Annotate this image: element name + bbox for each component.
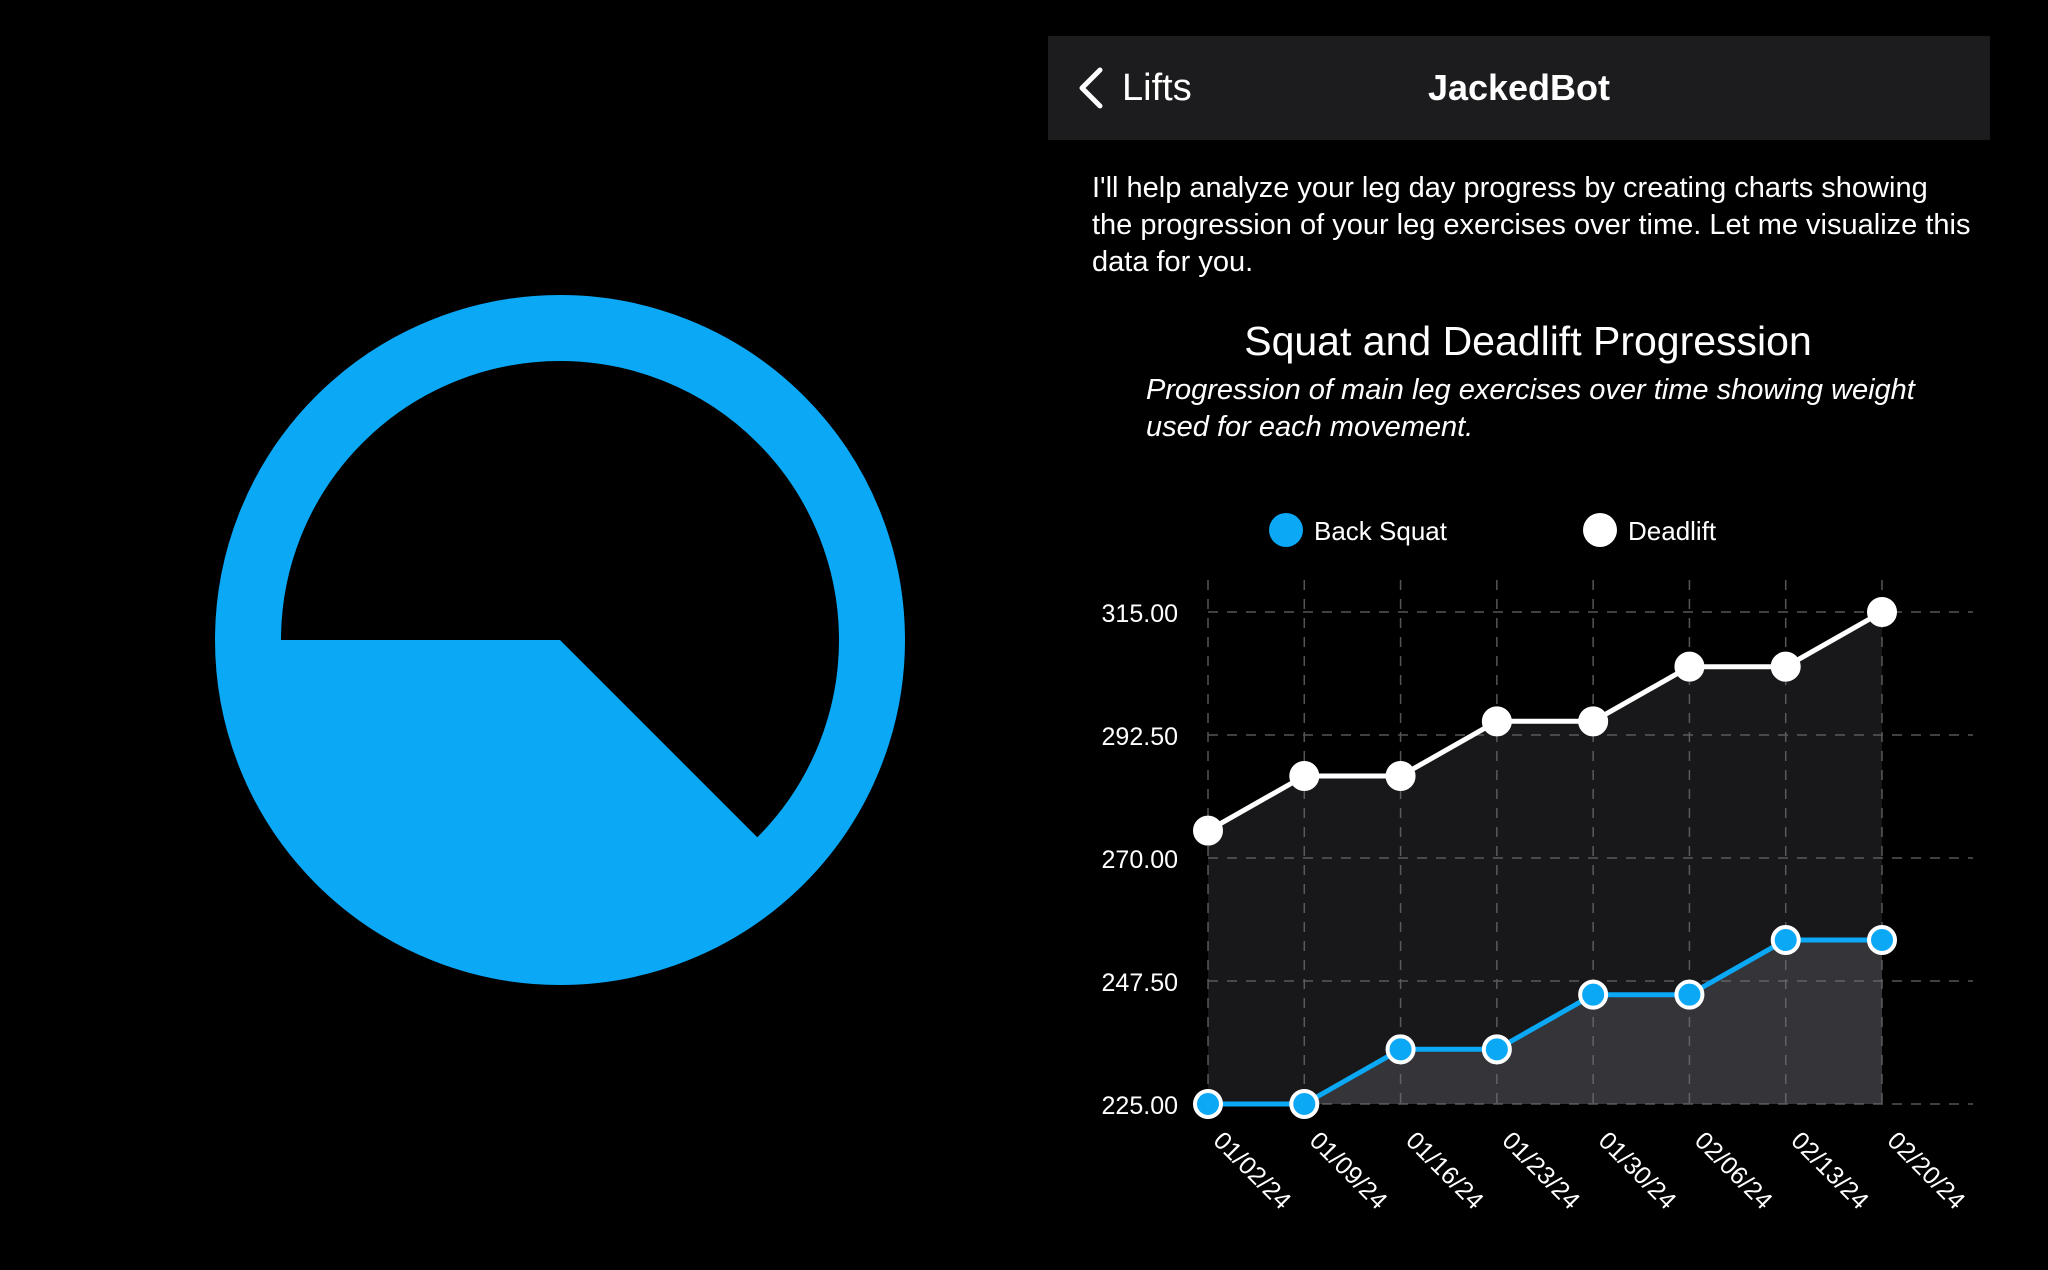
x-tick-label: 02/20/24: [1882, 1126, 1971, 1215]
x-tick-label: 02/13/24: [1785, 1126, 1874, 1215]
series-line-1: [1206, 609, 1884, 833]
data-point: [1770, 651, 1801, 682]
chevron-left-icon: [1079, 67, 1103, 109]
gauge-fill: [248, 640, 781, 952]
legend-label: Back Squat: [1314, 516, 1448, 546]
data-point: [1674, 979, 1705, 1010]
data-point: [1578, 706, 1609, 737]
page-title: JackedBot: [1427, 67, 1611, 108]
y-tick-label: 247.50: [1102, 969, 1178, 997]
data-point: [1289, 1089, 1320, 1119]
chart-title: Squat and Deadlift Progression: [1244, 318, 1812, 364]
data-point: [1289, 761, 1320, 791]
back-button[interactable]: Lifts: [1074, 36, 1192, 140]
line-chart: 225.00 247.50 270.00 292.50 315.00 Back Squat…: [1102, 513, 1973, 1215]
data-point: [1867, 925, 1897, 955]
navigation-bar: Lifts JackedBot: [1048, 36, 1990, 140]
data-point: [1481, 1034, 1512, 1065]
legend-swatch: [1269, 513, 1303, 547]
series-line-0: [1208, 937, 1882, 1107]
y-tick-label: 225.00: [1102, 1092, 1178, 1120]
y-tick-label: 292.50: [1102, 723, 1178, 751]
data-point: [1481, 706, 1512, 737]
data-point: [1770, 925, 1801, 955]
data-point: [1674, 651, 1705, 682]
y-tick-label: 270.00: [1102, 846, 1178, 874]
legend-swatch: [1583, 513, 1617, 547]
chart-subtitle: Progression of main leg exercises over t…: [1146, 374, 1915, 443]
data-point: [1193, 1089, 1223, 1119]
legend-label: Deadlift: [1628, 516, 1717, 546]
data-point: [1578, 979, 1609, 1010]
x-tick-label: 01/09/24: [1304, 1126, 1393, 1215]
chat-screen: Lifts JackedBot I'll help analyze your l…: [1048, 0, 2048, 1270]
x-tick-label: 01/23/24: [1497, 1126, 1586, 1215]
data-point: [1193, 815, 1223, 846]
assistant-message: I'll help analyze your leg day progress …: [1092, 172, 1971, 278]
data-point: [1385, 1034, 1416, 1065]
y-tick-label: 315.00: [1102, 600, 1178, 628]
data-point: [1867, 597, 1897, 627]
data-point: [1385, 761, 1416, 791]
back-label: Lifts: [1122, 66, 1192, 109]
gauge-icon: [215, 295, 905, 985]
x-tick-label: 01/02/24: [1208, 1126, 1297, 1215]
x-tick-label: 02/06/24: [1689, 1126, 1778, 1215]
x-tick-label: 01/30/24: [1593, 1126, 1682, 1215]
x-tick-label: 01/16/24: [1400, 1126, 1489, 1215]
